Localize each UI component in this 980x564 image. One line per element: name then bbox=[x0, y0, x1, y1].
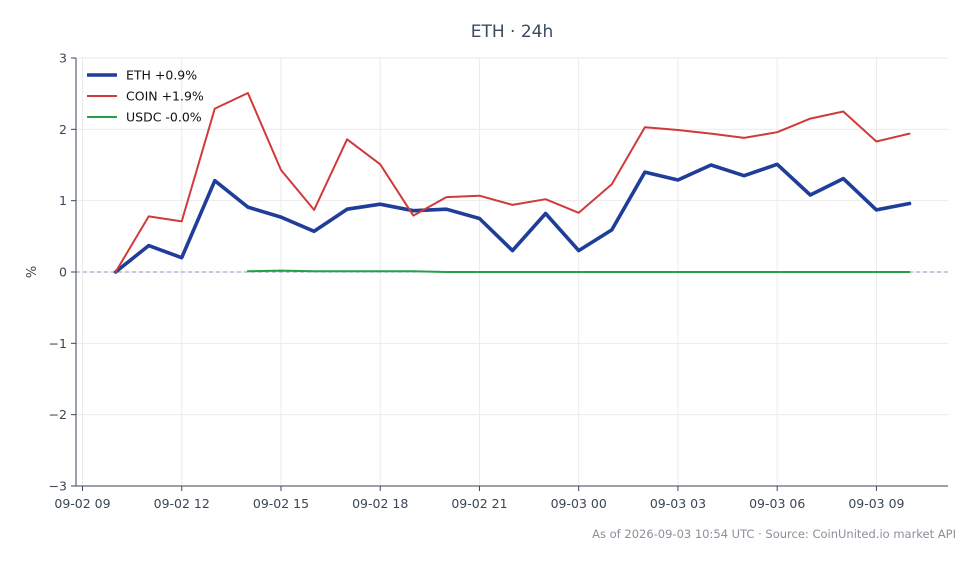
axes: −3 −2 −1 0 1 2 3 09-02 09 09-02 12 09-02 15 09-02 … bbox=[25, 51, 948, 511]
legend-label: COIN +1.9% bbox=[126, 89, 204, 104]
y-tick-label: −2 bbox=[49, 407, 67, 422]
legend-label: ETH +0.9% bbox=[126, 68, 197, 83]
x-tick-label: 09-03 03 bbox=[650, 496, 706, 511]
x-tick-label: 09-03 09 bbox=[848, 496, 904, 511]
x-tick-label: 09-02 18 bbox=[352, 496, 408, 511]
x-tick-label: 09-02 21 bbox=[451, 496, 507, 511]
chart-title: ETH · 24h bbox=[471, 22, 554, 42]
footer-source: As of 2026-09-03 10:54 UTC · Source: Coi… bbox=[592, 527, 956, 541]
y-tick-label: 0 bbox=[59, 265, 67, 280]
series-line-2 bbox=[114, 92, 911, 273]
y-tick-label: 1 bbox=[59, 193, 67, 208]
x-tick-label: 09-02 09 bbox=[54, 496, 110, 511]
legend-label: USDC -0.0% bbox=[126, 110, 202, 125]
x-tick-label: 09-03 06 bbox=[749, 496, 805, 511]
x-tick-label: 09-03 00 bbox=[551, 496, 607, 511]
x-tick-label: 09-02 15 bbox=[253, 496, 309, 511]
series-line-3 bbox=[246, 269, 911, 273]
y-tick-label: 3 bbox=[59, 51, 67, 66]
series-lines bbox=[113, 92, 912, 274]
y-tick-label: −1 bbox=[49, 336, 67, 351]
series-line-1 bbox=[113, 162, 912, 274]
y-tick-label: 2 bbox=[59, 122, 67, 137]
x-tick-label: 09-02 12 bbox=[154, 496, 210, 511]
y-tick-label: −3 bbox=[49, 479, 67, 494]
y-axis-label: % bbox=[25, 266, 40, 278]
legend: ETH +0.9% COIN +1.9% USDC -0.0% bbox=[87, 68, 204, 125]
